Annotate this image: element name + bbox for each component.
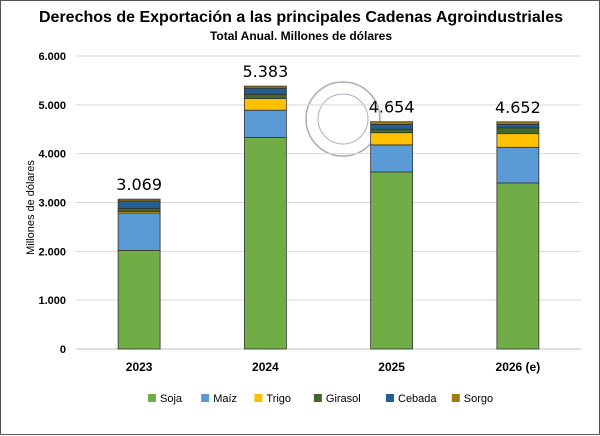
y-tick-label: 1.000 xyxy=(38,295,66,307)
bar-segment-soja xyxy=(370,171,414,350)
bar-segment-trigo xyxy=(243,98,287,111)
bar-segment-sorgo xyxy=(243,85,287,89)
total-label: 4.652 xyxy=(495,98,541,117)
legend-swatch xyxy=(451,394,460,402)
y-tick-label: 6.000 xyxy=(38,51,66,63)
bar-segment-maíz xyxy=(370,144,414,173)
legend-label: Girasol xyxy=(326,393,361,405)
chart-title: Derechos de Exportación a las principale… xyxy=(38,9,564,26)
y-tick-label: 4.000 xyxy=(38,149,66,161)
legend-swatch xyxy=(386,394,394,402)
y-tick-label: 0 xyxy=(60,344,66,356)
bar-segment-cebada xyxy=(243,87,287,95)
legend-label: Cebada xyxy=(398,393,437,405)
bar-segment-girasol xyxy=(243,93,287,99)
legend-swatch xyxy=(313,394,322,402)
bar-segment-soja xyxy=(496,182,540,350)
legend-label: Soja xyxy=(160,393,183,405)
bar-segment-sorgo xyxy=(496,121,540,125)
bar-segment-soja xyxy=(243,137,287,350)
bar-segment-maíz xyxy=(496,146,540,184)
bar-segment-trigo xyxy=(370,132,414,146)
bar-segment-maíz xyxy=(117,212,161,251)
y-tick-label: 2.000 xyxy=(38,246,66,258)
legend-label: Maíz xyxy=(213,393,237,405)
total-label: 5.383 xyxy=(242,62,288,81)
legend-label: Sorgo xyxy=(464,393,493,405)
bar-segment-cebada xyxy=(496,123,540,129)
legend-swatch xyxy=(201,394,210,402)
x-tick-label: 2023 xyxy=(126,360,153,374)
bar-segment-girasol xyxy=(117,207,161,212)
bar-segment-soja xyxy=(117,249,161,350)
x-tick-label: 2025 xyxy=(378,360,405,374)
total-label: 3.069 xyxy=(116,175,162,194)
bar-segment-girasol xyxy=(496,127,540,135)
bar-segment-maíz xyxy=(243,109,287,138)
total-label: 4.654 xyxy=(369,98,415,117)
legend-swatch xyxy=(148,394,156,402)
chart-subtitle: Total Anual. Millones de dólares xyxy=(209,29,393,43)
bar-segment-sorgo xyxy=(370,121,414,125)
bar-segment-trigo xyxy=(496,133,540,148)
legend-swatch xyxy=(254,394,263,402)
y-axis-label: Millones de dólares xyxy=(25,160,37,255)
x-tick-label: 2026 (e) xyxy=(496,360,541,374)
legend-label: Trigo xyxy=(266,393,291,405)
bar-segment-sorgo xyxy=(117,198,161,202)
bar-segment-girasol xyxy=(370,128,414,134)
bar-segment-cebada xyxy=(117,200,161,209)
x-tick-label: 2024 xyxy=(252,360,279,374)
watermark-seal xyxy=(305,81,381,157)
y-tick-label: 5.000 xyxy=(38,100,66,112)
bar-segment-cebada xyxy=(370,123,414,130)
y-tick-label: 3.000 xyxy=(38,198,66,210)
